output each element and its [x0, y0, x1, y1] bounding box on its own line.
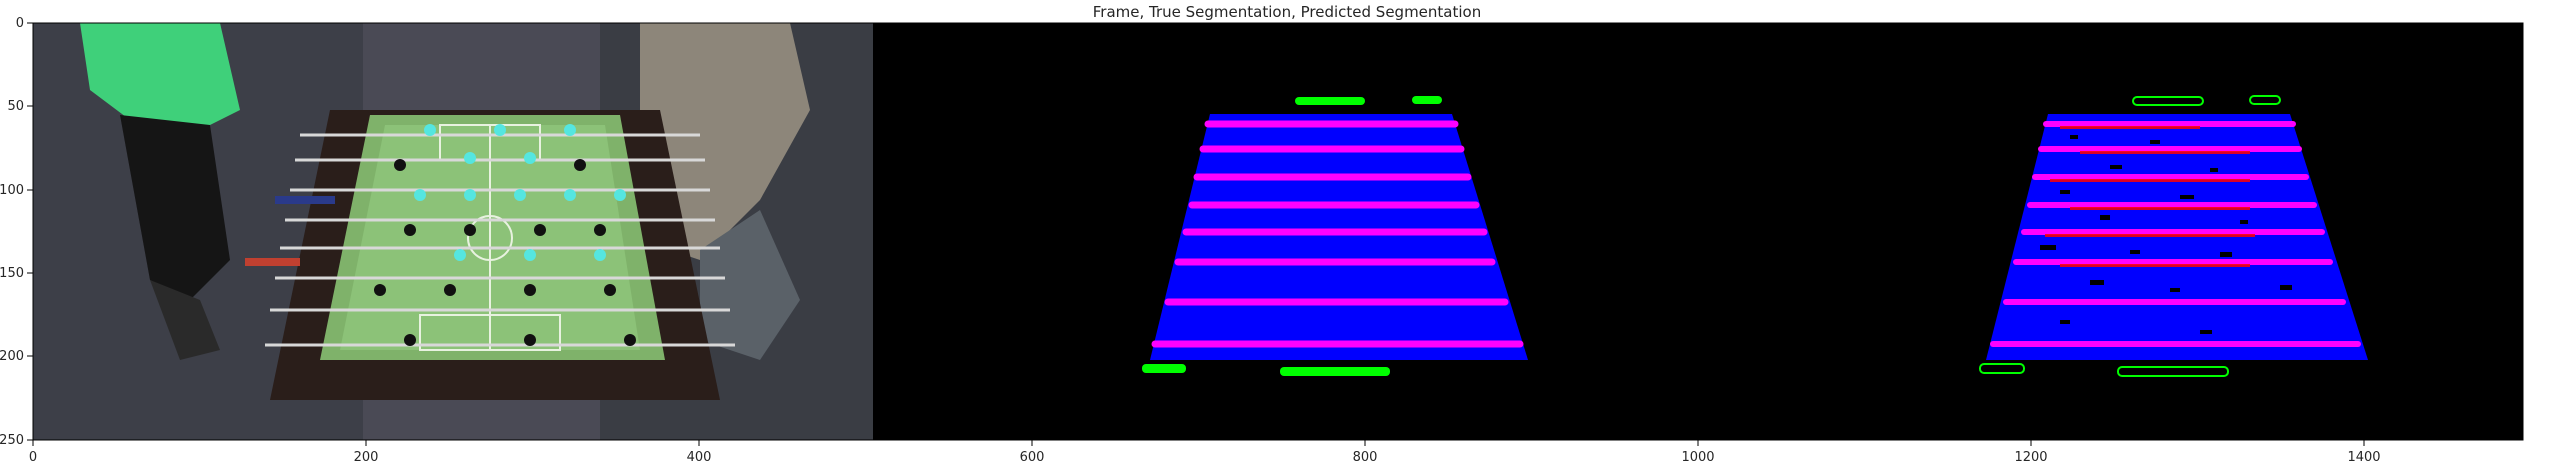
axes-frame: [32, 22, 2524, 441]
x-tick-label: 1200: [2014, 450, 2047, 465]
y-axis: [27, 22, 33, 441]
y-tick-label: 200: [0, 349, 24, 364]
x-tick-label: 800: [1353, 450, 1378, 465]
y-tick-label: 150: [0, 266, 24, 281]
x-tick-label: 400: [687, 450, 712, 465]
x-axis: [32, 440, 2365, 446]
y-tick-label: 250: [0, 433, 24, 448]
frame-panel: [33, 23, 873, 440]
y-tick-label: 100: [0, 183, 24, 198]
x-tick-label: 200: [354, 450, 379, 465]
figure-title: Frame, True Segmentation, Predicted Segm…: [1093, 3, 1481, 21]
y-tick-label: 0: [16, 16, 24, 31]
y-tick-label: 50: [7, 99, 24, 114]
image-area: [32, 22, 2524, 441]
x-tick-label: 0: [29, 450, 37, 465]
x-tick-label: 1000: [1681, 450, 1714, 465]
y-tick-labels: 0 50 100 150 200 250: [0, 16, 24, 448]
x-tick-labels: 0 200 400 600 800 1000 1200 1400: [29, 450, 2381, 465]
predicted-segmentation-mask: [1979, 95, 2368, 377]
true-segmentation-mask: [1142, 96, 1528, 376]
x-tick-label: 600: [1020, 450, 1045, 465]
x-tick-label: 1400: [2347, 450, 2380, 465]
